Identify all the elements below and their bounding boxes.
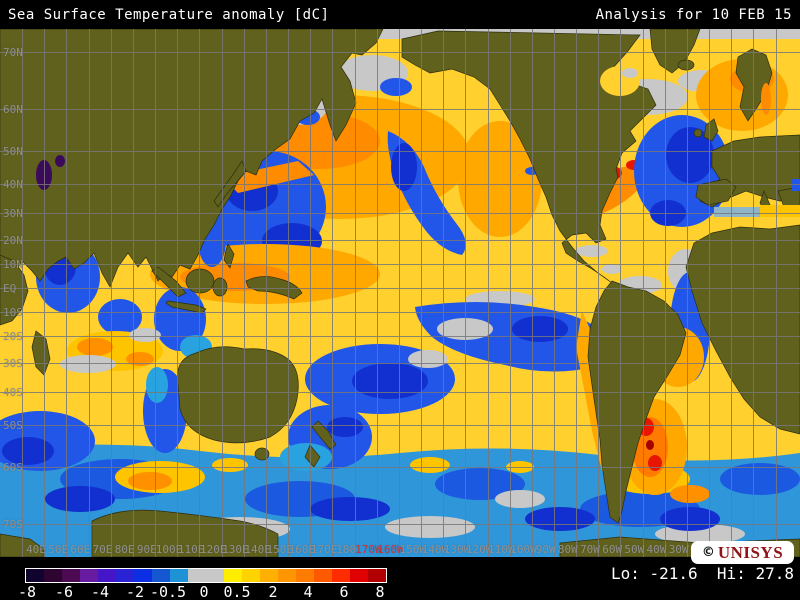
- latitude-label: 10N: [3, 258, 23, 272]
- color-scale-cell: [170, 569, 188, 582]
- longitude-label: 40W: [646, 543, 667, 556]
- latitude-label: 50N: [3, 144, 23, 158]
- longitude-label: 140W: [421, 543, 449, 556]
- longitude-label: 40E: [26, 543, 46, 556]
- colorbar-tick: -6: [54, 583, 74, 600]
- longitude-label: 160E: [288, 543, 316, 556]
- color-scale-cell: [152, 569, 170, 582]
- latitude-label: 20N: [3, 233, 23, 247]
- color-scale-cell: [278, 569, 296, 582]
- longitude-label: 130E: [222, 543, 249, 556]
- colorbar-tick: 8: [375, 583, 385, 600]
- color-scale-cell: [62, 569, 80, 582]
- colorbar-tick: -8: [17, 583, 37, 600]
- longitude-label: 130W: [443, 543, 471, 556]
- colorbar-tick: 0.5: [223, 583, 251, 600]
- world-map-svg: [0, 29, 800, 557]
- colorbar-tick: 4: [303, 583, 313, 600]
- latitude-label: 70S: [3, 518, 23, 532]
- colorbar-tick: -2: [125, 583, 145, 600]
- latitude-label: 10S: [3, 305, 23, 319]
- longitude-label: 70E: [92, 543, 113, 556]
- color-scale-cell: [296, 569, 314, 582]
- latitude-label: 60S: [3, 461, 23, 475]
- unisys-logo-text: UNISYS: [717, 542, 784, 562]
- longitude-label: 170W: [355, 543, 382, 556]
- colorbar-tick: 2: [268, 583, 278, 600]
- color-scale-cell: [224, 569, 242, 582]
- colorbar-tick: -4: [90, 583, 110, 600]
- longitude-label: 90W: [535, 543, 556, 556]
- color-scale-cell: [332, 569, 350, 582]
- latitude-label: 70N: [3, 45, 23, 59]
- title-bar: Sea Surface Temperature anomaly [dC] Ana…: [0, 0, 800, 29]
- map-area: 70N 60N 50N 40N 30N 20N 10N EQ 10S 20S 30S 40S 50S 60…: [0, 29, 800, 564]
- colorbar-tick: 0: [199, 583, 209, 600]
- color-scale: [25, 568, 387, 583]
- latitude-label: 40S: [3, 385, 23, 399]
- color-scale-cell: [134, 569, 152, 582]
- hi-label: Hi:: [716, 564, 746, 583]
- color-scale-cell: [26, 569, 44, 582]
- lo-label: Lo:: [610, 564, 640, 583]
- hi-value: 27.8: [755, 564, 794, 583]
- color-scale-cell: [350, 569, 368, 582]
- lo-value: -21.6: [649, 564, 698, 583]
- page-title: Sea Surface Temperature anomaly [dC]: [8, 6, 330, 23]
- unisys-logo: © UNISYS: [691, 541, 794, 564]
- longitude-label: 150W: [399, 543, 426, 556]
- color-scale-cell: [44, 569, 62, 582]
- longitude-label: 70W: [580, 543, 600, 556]
- color-scale-cell: [260, 569, 278, 582]
- longitude-label: 30W: [668, 543, 689, 556]
- longitude-label: 110W: [488, 543, 515, 556]
- longitude-label: 180: [336, 543, 357, 556]
- color-scale-cell: [206, 569, 224, 582]
- legend-bar: -8 -6 -4 -2 -0.5 0 0.5 2 4 6 8 Lo: -21.6 Hi: 27.8: [0, 557, 800, 600]
- colorbar-tick: 6: [339, 583, 349, 600]
- latitude-label: 30S: [3, 356, 23, 370]
- longitude-label: 80W: [557, 543, 578, 556]
- latitude-label: 40N: [3, 178, 23, 192]
- color-scale-cell: [188, 569, 206, 582]
- longitude-label: 170E: [310, 543, 338, 556]
- latitude-label: 30N: [3, 207, 23, 221]
- longitude-label: 110E: [177, 543, 205, 556]
- longitude-label: 120W: [465, 543, 493, 556]
- longitude-label: 100W: [510, 543, 537, 556]
- latitude-label: EQ: [3, 282, 17, 295]
- longitude-label: 60W: [602, 543, 623, 556]
- latitude-label: 60N: [3, 102, 23, 116]
- longitude-label: 150E: [266, 543, 294, 556]
- longitude-label: 140E: [244, 543, 271, 556]
- lo-hi-readout: Lo: -21.6 Hi: 27.8: [611, 564, 794, 583]
- color-scale-cell: [314, 569, 332, 582]
- latitude-label: 20S: [3, 330, 23, 344]
- copyright-icon: ©: [701, 545, 715, 560]
- color-scale-cell: [80, 569, 98, 582]
- color-scale-cell: [242, 569, 260, 582]
- longitude-label: 50E: [48, 543, 69, 556]
- longitude-label: 90E: [136, 543, 157, 556]
- latitude-label: 50S: [3, 419, 23, 433]
- longitude-label: 120E: [200, 543, 227, 556]
- color-scale-cell: [98, 569, 116, 582]
- longitude-label: 160W: [377, 543, 404, 556]
- color-scale-cell: [368, 569, 386, 582]
- longitude-label: 80E: [114, 543, 135, 556]
- grid-layer: [0, 29, 800, 557]
- colorbar-tick: -0.5: [149, 583, 187, 600]
- longitude-label: 100E: [155, 543, 183, 556]
- longitude-label: 60E: [70, 543, 91, 556]
- analysis-date: Analysis for 10 FEB 15: [595, 6, 792, 23]
- longitude-label: 50W: [624, 543, 645, 556]
- color-scale-cell: [116, 569, 134, 582]
